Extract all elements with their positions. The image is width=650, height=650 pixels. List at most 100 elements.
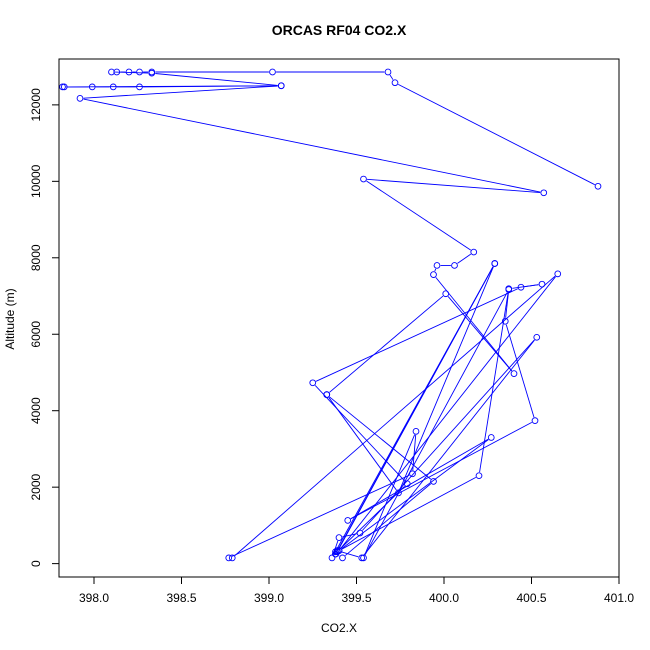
y-axis: 0 2000 4000 6000 8000 10000 12000 — [29, 88, 60, 567]
series-line-segment — [363, 339, 535, 556]
x-axis-title: CO2.X — [321, 621, 357, 635]
series-line-segment — [329, 295, 444, 393]
series-line-segment — [350, 438, 489, 520]
series-line-segment — [447, 296, 513, 372]
data-point — [517, 283, 525, 291]
series-line-segment — [314, 385, 406, 482]
data-point — [510, 370, 518, 377]
data-point — [148, 69, 156, 77]
series-line-segment — [155, 73, 278, 86]
y-tick-label: 10000 — [29, 164, 43, 198]
data-point — [430, 271, 437, 278]
data-point — [228, 554, 236, 562]
series-line-segment — [83, 85, 278, 99]
data-point — [136, 83, 143, 91]
data-point — [225, 554, 233, 562]
data-point — [531, 417, 539, 424]
series-line-segment — [328, 397, 397, 491]
data-point — [384, 68, 392, 76]
data-point — [125, 68, 133, 76]
series-line-group — [66, 71, 595, 558]
data-point — [356, 529, 364, 537]
data-point — [451, 262, 458, 269]
y-tick-label: 0 — [29, 560, 43, 567]
data-point — [540, 189, 548, 197]
data-point — [136, 68, 143, 76]
data-point — [433, 262, 441, 269]
data-point — [395, 489, 402, 497]
data-point — [533, 333, 541, 341]
chart-title: ORCAS RF04 CO2.X — [272, 22, 407, 38]
data-point — [403, 480, 411, 488]
series-line-segment — [341, 476, 477, 550]
series-line-segment — [505, 293, 509, 318]
series-line-segment — [362, 339, 535, 531]
data-point — [60, 83, 68, 91]
data-point — [470, 248, 478, 256]
data-point — [360, 175, 367, 183]
data-point — [309, 379, 317, 387]
series-line-segment — [364, 434, 416, 555]
data-point-group — [59, 68, 602, 562]
data-point — [505, 285, 513, 293]
series-line-segment — [364, 292, 508, 555]
x-axis: 398.0 398.5 399.0 399.5 400.0 400.5 401.0 — [79, 576, 634, 605]
series-line-segment — [399, 266, 494, 490]
data-point — [358, 554, 366, 562]
series-line-segment — [366, 180, 471, 251]
data-point — [335, 534, 343, 541]
y-tick-label: 2000 — [29, 473, 43, 500]
x-tick-label: 400.0 — [429, 591, 459, 605]
x-tick-label: 398.0 — [79, 591, 109, 605]
data-point — [109, 83, 117, 91]
data-point — [277, 82, 285, 90]
data-point — [491, 260, 499, 267]
data-point — [269, 68, 276, 76]
series-line-segment — [524, 284, 539, 288]
y-axis-title: Altitude (m) — [3, 288, 17, 349]
series-line-segment — [231, 474, 410, 557]
x-tick-label: 399.0 — [254, 591, 284, 605]
data-point — [113, 68, 121, 76]
series-line-segment — [367, 178, 541, 193]
data-point — [391, 79, 399, 87]
data-point — [323, 391, 331, 399]
data-point — [442, 290, 450, 298]
data-point — [328, 554, 336, 562]
series-line-segment — [315, 288, 518, 382]
series-line-segment — [234, 275, 556, 556]
series-line-segment — [83, 98, 541, 193]
data-point — [554, 270, 562, 278]
x-tick-label: 399.5 — [341, 591, 371, 605]
x-tick-label: 401.0 — [604, 591, 634, 605]
data-point — [409, 470, 416, 478]
data-point — [76, 95, 84, 102]
series-line-segment — [67, 85, 278, 88]
y-tick-label: 8000 — [29, 244, 43, 271]
data-point — [475, 472, 483, 480]
x-tick-label: 400.5 — [516, 591, 546, 605]
data-point — [594, 182, 602, 190]
y-tick-label: 12000 — [29, 88, 43, 122]
series-line-segment — [412, 434, 417, 471]
data-point — [333, 548, 341, 556]
data-point — [344, 517, 352, 524]
series-line-segment — [340, 551, 359, 558]
series-line-segment — [457, 253, 472, 264]
series-line-segment — [338, 266, 494, 549]
series-line-segment — [350, 421, 533, 520]
data-point — [430, 478, 437, 485]
data-point — [59, 83, 66, 91]
series-line-segment — [434, 268, 437, 272]
data-point — [501, 317, 509, 325]
x-tick-label: 398.5 — [166, 591, 196, 605]
data-point — [108, 68, 115, 76]
data-point — [339, 554, 346, 562]
series-line-segment — [341, 439, 489, 549]
data-point — [487, 434, 495, 441]
series-line-segment — [505, 324, 535, 418]
y-tick-label: 6000 — [29, 321, 43, 348]
series-line-segment — [340, 276, 556, 549]
